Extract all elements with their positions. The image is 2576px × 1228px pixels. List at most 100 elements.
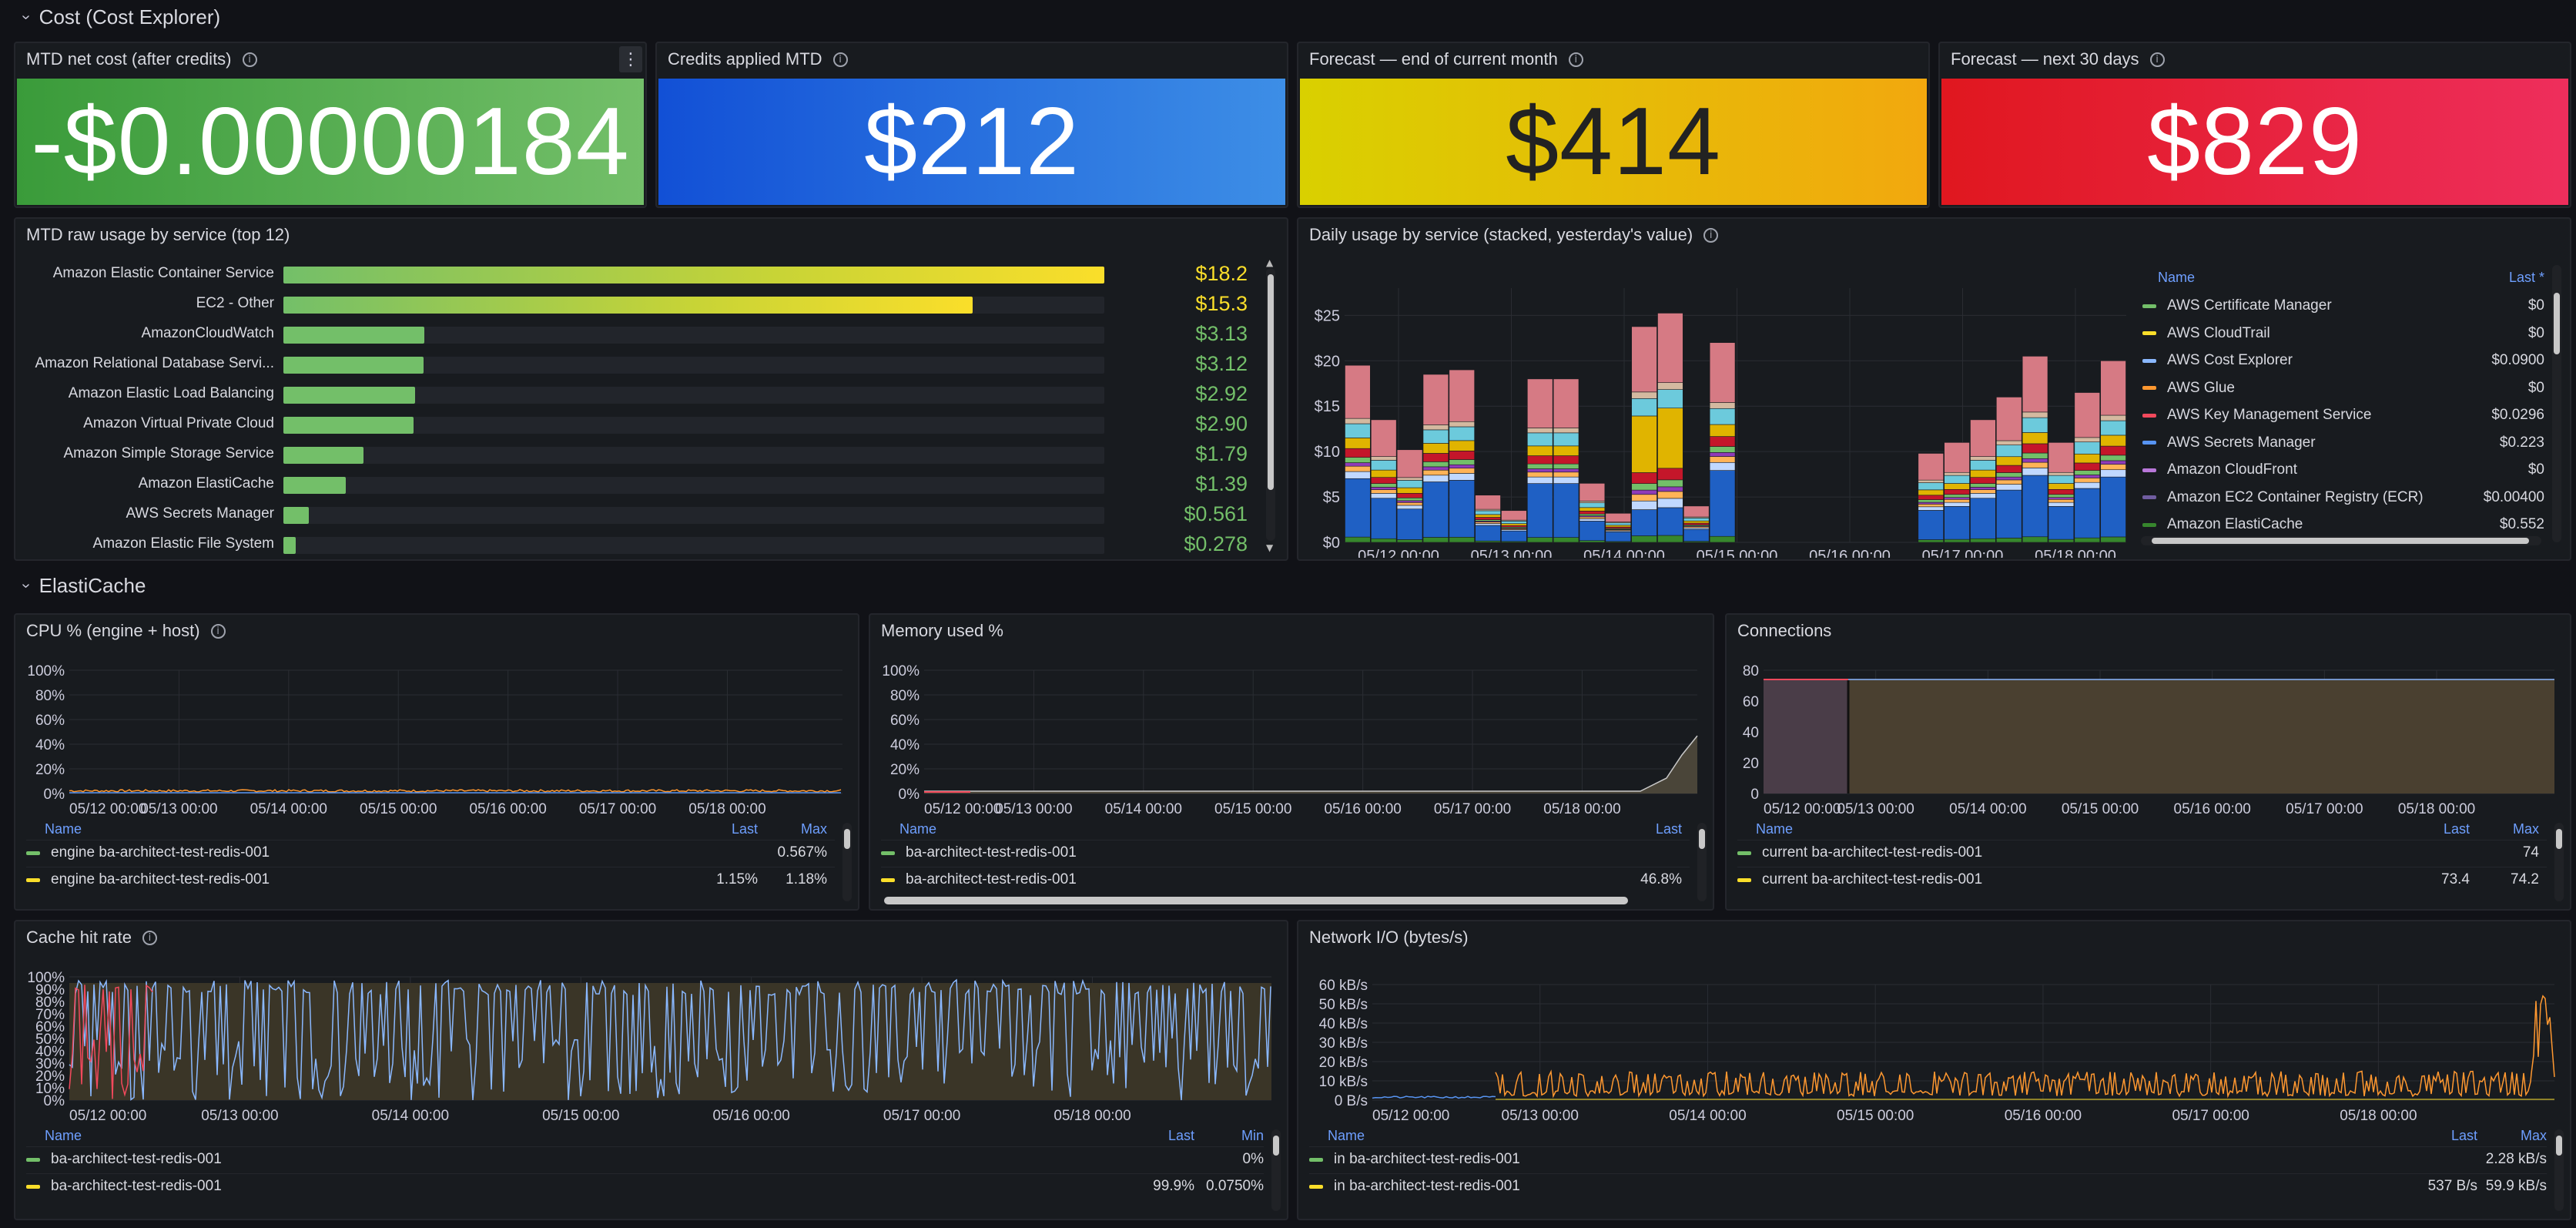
network-io-panel[interactable]: Network I/O (bytes/s) 0 B/s 10 kB/s 20 kB/… — [1297, 920, 2571, 1220]
y-tick-label: 70% — [35, 1007, 65, 1023]
scrollbar-thumb[interactable] — [2554, 293, 2560, 354]
stacked-bar-segment — [1345, 364, 1371, 419]
y-tick-label: 0% — [899, 787, 920, 803]
legend-header-last[interactable]: Last * — [2508, 270, 2544, 285]
legend-series-name[interactable]: engine ba-architect-test-redis-001 — [51, 844, 270, 861]
scrollbar[interactable] — [1266, 268, 1275, 541]
cache-hit-rate-panel[interactable]: Cache hit rate i 0% 10% 20% 30% 40% 50% 60% 70% 8… — [14, 920, 1288, 1220]
x-tick-label: 05/14 00:00 — [250, 801, 327, 817]
legend-series-name[interactable]: ba-architect-test-redis-001 — [51, 1151, 222, 1167]
x-tick-label: 05/16 00:00 — [712, 1108, 789, 1123]
legend-item[interactable]: Amazon ElastiCache — [2142, 516, 2303, 533]
panel-menu-icon[interactable]: ⋮ — [619, 46, 642, 72]
row-header-cost[interactable]: › Cost (Cost Explorer) — [0, 0, 220, 34]
legend-divider — [26, 1146, 1264, 1147]
y-tick-label: 0 B/s — [1335, 1093, 1368, 1109]
legend-series-name[interactable]: current ba-architect-test-redis-001 — [1762, 871, 1983, 887]
stacked-bar-segment — [1944, 483, 1970, 490]
daily-usage-panel[interactable]: Daily usage by service (stacked, yesterd… — [1297, 217, 2571, 561]
bar-gauge-panel[interactable]: MTD raw usage by service (top 12) Amazon… — [14, 217, 1288, 561]
legend-series-name[interactable]: ba-architect-test-redis-001 — [906, 844, 1077, 861]
info-icon[interactable]: i — [242, 52, 257, 67]
scrollbar[interactable] — [1271, 1129, 1281, 1211]
scrollbar-thumb[interactable] — [1268, 274, 1274, 490]
stat-panel-mtd-net-cost[interactable]: MTD net cost (after credits) i ⋮ -$0.0000… — [14, 42, 647, 208]
row-header-elasticache[interactable]: › ElastiCache — [0, 569, 146, 602]
timeseries-chart[interactable]: 0 B/s 10 kB/s 20 kB/s 30 kB/s 40 kB/s 50 kB/s… — [1298, 921, 2567, 1123]
stacked-bar-segment — [1918, 504, 1944, 508]
stat-panel-forecast-30d[interactable]: Forecast — next 30 days i $829 — [1938, 42, 2571, 208]
memory-panel[interactable]: Memory used % 0% 20% 40% 60% 80% 100% 05/12 00… — [869, 613, 1714, 911]
legend-item[interactable]: AWS Glue — [2142, 380, 2235, 397]
legend-item[interactable]: AWS Key Management Service — [2142, 407, 2371, 424]
stacked-bar-chart[interactable]: $0 $5 $10 $15 $20 $25 05/12 00:00 05/13 00:00 05… — [1298, 265, 2130, 558]
legend-divider — [1309, 1146, 2547, 1147]
legend-item[interactable]: AWS Secrets Manager — [2142, 434, 2316, 451]
legend-series-name[interactable]: in ba-architect-test-redis-001 — [1334, 1151, 1520, 1167]
legend-series-name[interactable]: engine ba-architect-test-redis-001 — [51, 871, 270, 887]
scrollbar[interactable] — [842, 823, 852, 901]
legend-name: AWS Certificate Manager — [2167, 297, 2332, 314]
stacked-bar-segment — [1396, 477, 1423, 481]
stacked-bar-segment — [1422, 374, 1449, 425]
scroll-up-icon[interactable]: ▲ — [1266, 257, 1274, 268]
panel-title: Network I/O (bytes/s) — [1309, 928, 1469, 947]
legend-item[interactable]: AWS Cost Explorer — [2142, 352, 2293, 369]
legend-header-name[interactable]: Name — [2158, 270, 2196, 285]
info-icon[interactable]: i — [142, 930, 157, 945]
legend-item[interactable]: AWS Certificate Manager — [2142, 297, 2332, 314]
stacked-bar-segment — [1683, 505, 1710, 518]
y-tick-label: 60% — [35, 1019, 65, 1035]
scrollbar[interactable] — [1697, 823, 1707, 901]
legend-item[interactable]: AWS CloudTrail — [2142, 325, 2270, 342]
y-tick-label: 40% — [35, 737, 65, 753]
scrollbar[interactable] — [2552, 265, 2561, 542]
stacked-bar-segment — [1371, 487, 1397, 490]
legend-item[interactable]: Amazon EC2 Container Registry (ECR) — [2142, 489, 2424, 506]
stacked-bar-segment — [1371, 489, 1397, 494]
scrollbar[interactable] — [2554, 823, 2564, 901]
stacked-bar-segment — [1631, 391, 1657, 399]
stacked-bar-segment — [2022, 443, 2048, 454]
legend-series-name[interactable]: in ba-architect-test-redis-001 — [1334, 1178, 1520, 1194]
timeseries-chart[interactable]: 0%10%20%30%40%50%60%70%80%90%100% 05/12 0… — [15, 921, 1284, 1123]
stat-panel-credits[interactable]: Credits applied MTD i $212 — [655, 42, 1288, 208]
legend-value: $0.00400 — [2483, 488, 2544, 505]
legend-series-name[interactable]: current ba-architect-test-redis-001 — [1762, 844, 1983, 861]
stacked-bar-segment — [1371, 469, 1397, 478]
scrollbar-horizontal[interactable] — [884, 897, 1628, 904]
info-icon[interactable]: i — [1568, 52, 1583, 67]
connections-panel[interactable]: Connections 0 20 40 60 80 05/12 00:00 05/13 00… — [1725, 613, 2571, 911]
stacked-bar-segment — [2074, 392, 2100, 438]
cpu-panel[interactable]: CPU % (engine + host) i 0% 20% 40% 60% 80% 100… — [14, 613, 859, 911]
panel-header: Daily usage by service (stacked, yesterd… — [1309, 225, 1719, 245]
info-icon[interactable]: i — [2149, 52, 2165, 67]
scrollbar[interactable] — [2554, 1129, 2564, 1211]
info-icon[interactable]: i — [1703, 227, 1719, 243]
legend-value: $0.0900 — [2491, 352, 2544, 368]
x-tick-label: 05/13 00:00 — [1471, 548, 1553, 558]
scrollbar-horizontal[interactable] — [2141, 536, 2541, 545]
legend-series-name[interactable]: ba-architect-test-redis-001 — [51, 1178, 222, 1194]
legend-item[interactable]: Amazon CloudFront — [2142, 461, 2297, 478]
stacked-bar-segment — [1657, 389, 1683, 408]
legend-swatch — [2142, 386, 2156, 390]
stat-panel-forecast-month[interactable]: Forecast — end of current month i $414 — [1297, 42, 1930, 208]
legend-header-b: Max — [2512, 821, 2539, 837]
legend-header-name: Name — [45, 1128, 82, 1143]
stacked-bar-segment — [2048, 498, 2075, 503]
scrollbar-thumb[interactable] — [2152, 538, 2529, 544]
legend-swatch — [26, 851, 40, 855]
scroll-down-icon[interactable]: ▼ — [1266, 542, 1274, 553]
stacked-bar-segment — [1579, 516, 1606, 519]
y-tick-label: 60% — [890, 713, 920, 729]
panel-header: Forecast — end of current month i — [1309, 49, 1583, 69]
info-icon[interactable]: i — [210, 623, 226, 639]
legend-series-name[interactable]: ba-architect-test-redis-001 — [906, 871, 1077, 887]
legend-value: $0 — [2527, 379, 2544, 396]
stacked-bar-segment — [1657, 479, 1683, 488]
info-icon[interactable]: i — [832, 52, 848, 67]
